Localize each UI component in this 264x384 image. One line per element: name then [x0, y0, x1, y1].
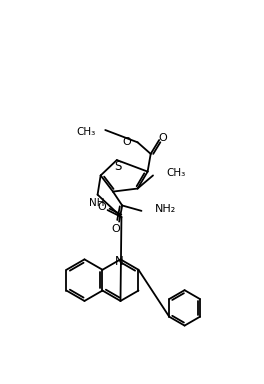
- Text: S: S: [114, 161, 121, 174]
- Text: O: O: [97, 202, 106, 212]
- Text: CH₃: CH₃: [166, 168, 185, 178]
- Text: NH₂: NH₂: [155, 204, 177, 214]
- Text: O: O: [123, 137, 131, 147]
- Text: CH₃: CH₃: [77, 127, 96, 137]
- Text: O: O: [112, 223, 120, 233]
- Text: N: N: [115, 255, 123, 268]
- Text: NH: NH: [89, 198, 105, 208]
- Text: O: O: [159, 133, 167, 143]
